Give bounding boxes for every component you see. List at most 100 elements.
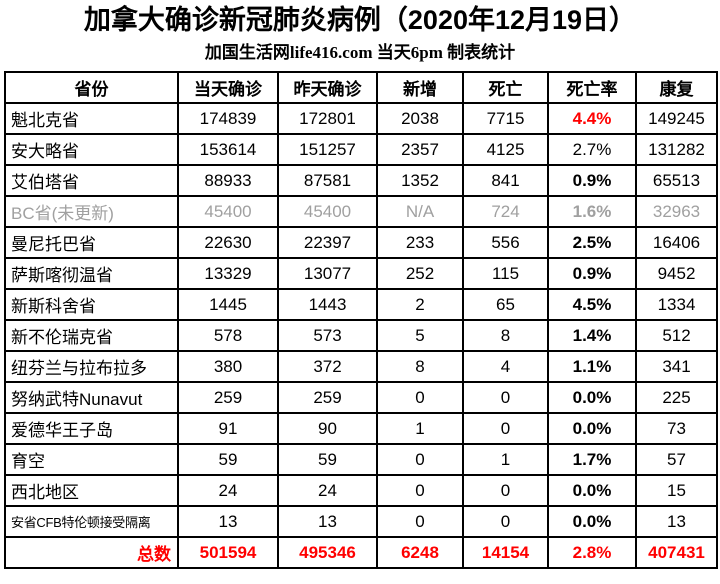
cell-value: 91 xyxy=(177,412,279,445)
column-header: 当天确诊 xyxy=(177,71,279,104)
cell-value: 73 xyxy=(635,412,718,445)
cell-value: 0 xyxy=(462,474,549,507)
cell-value: 252 xyxy=(376,257,464,290)
cell-value: 501594 xyxy=(177,536,279,569)
cell-value: 65 xyxy=(462,288,549,321)
cell-value: 0 xyxy=(376,443,464,476)
cell-value: 0 xyxy=(462,505,549,538)
cell-value: 1 xyxy=(462,443,549,476)
table-row: 安大略省 153614 151257 2357 4125 2.7% 131282 xyxy=(4,133,718,166)
cell-value: 0 xyxy=(462,412,549,445)
table-row: 纽芬兰与拉布拉多 380 372 8 4 1.1% 341 xyxy=(4,350,718,383)
cell-value: 65513 xyxy=(635,164,718,197)
cell-value: 15 xyxy=(635,474,718,507)
cell-value: 6248 xyxy=(376,536,464,569)
cell-value: 841 xyxy=(462,164,549,197)
cell-value: 0 xyxy=(462,381,549,414)
cell-value: 2 xyxy=(376,288,464,321)
cell-value: 14154 xyxy=(462,536,549,569)
cell-value: 0 xyxy=(376,474,464,507)
cell-value: 556 xyxy=(462,226,549,259)
cell-value: 24 xyxy=(277,474,378,507)
cell-value: 573 xyxy=(277,319,378,352)
cell-value: 88933 xyxy=(177,164,279,197)
cell-value: 512 xyxy=(635,319,718,352)
table-row: 西北地区 24 24 0 0 0.0% 15 xyxy=(4,474,718,507)
cell-value: 724 xyxy=(462,195,549,228)
cell-value: 8 xyxy=(462,319,549,352)
cell-value: 1443 xyxy=(277,288,378,321)
cell-value: 32963 xyxy=(635,195,718,228)
cell-province: 爱德华王子岛 xyxy=(4,412,179,445)
cell-value: 9452 xyxy=(635,257,718,290)
table-row: 育空 59 59 0 1 1.7% 57 xyxy=(4,443,718,476)
cell-value: 4 xyxy=(462,350,549,383)
cell-value: 1.1% xyxy=(547,350,637,383)
cell-value: 22630 xyxy=(177,226,279,259)
cell-value: 2.8% xyxy=(547,536,637,569)
table-row: 爱德华王子岛 91 90 1 0 0.0% 73 xyxy=(4,412,718,445)
cell-value: 4125 xyxy=(462,133,549,166)
table-row: BC省(未更新) 45400 45400 N/A 724 1.6% 32963 xyxy=(4,195,718,228)
cell-value: 0.9% xyxy=(547,164,637,197)
cell-value: 7715 xyxy=(462,102,549,135)
cell-value: 174839 xyxy=(177,102,279,135)
cell-value: 2038 xyxy=(376,102,464,135)
cell-province: 西北地区 xyxy=(4,474,179,507)
cell-province: 新不伦瑞克省 xyxy=(4,319,179,352)
cell-value: 90 xyxy=(277,412,378,445)
table-body: 魁北克省 174839 172801 2038 7715 4.4% 149245 安大略省 15… xyxy=(4,102,718,569)
cell-value: 259 xyxy=(277,381,378,414)
cell-value: 0.0% xyxy=(547,505,637,538)
table-row: 努纳武特Nunavut 259 259 0 0 0.0% 225 xyxy=(4,381,718,414)
cell-value: 16406 xyxy=(635,226,718,259)
cell-province: 萨斯喀彻温省 xyxy=(4,257,179,290)
cell-value: 4.5% xyxy=(547,288,637,321)
column-header: 死亡 xyxy=(462,71,549,104)
cell-value: 1352 xyxy=(376,164,464,197)
source-subtitle: 加国生活网life416.com 当天6pm 制表统计 xyxy=(204,43,516,62)
cell-value: 13 xyxy=(635,505,718,538)
cell-value: 13 xyxy=(277,505,378,538)
cell-value: 341 xyxy=(635,350,718,383)
cell-value: 1445 xyxy=(177,288,279,321)
table-row: 艾伯塔省 88933 87581 1352 841 0.9% 65513 xyxy=(4,164,718,197)
cell-value: 8 xyxy=(376,350,464,383)
cell-value: 13077 xyxy=(277,257,378,290)
column-header: 昨天确诊 xyxy=(277,71,378,104)
cell-value: 59 xyxy=(177,443,279,476)
cell-value: 259 xyxy=(177,381,279,414)
cell-value: 495346 xyxy=(277,536,378,569)
cell-value: 151257 xyxy=(277,133,378,166)
column-header: 死亡率 xyxy=(547,71,637,104)
table-head: 省份 当天确诊 昨天确诊 新增 死亡 死亡率 康复 xyxy=(4,71,718,104)
cell-value: 115 xyxy=(462,257,549,290)
cell-province: 新斯科舍省 xyxy=(4,288,179,321)
cell-value: 13329 xyxy=(177,257,279,290)
table-row: 曼尼托巴省 22630 22397 233 556 2.5% 16406 xyxy=(4,226,718,259)
cell-value: 1.4% xyxy=(547,319,637,352)
cell-value: 22397 xyxy=(277,226,378,259)
cell-value: 0.9% xyxy=(547,257,637,290)
table-row: 魁北克省 174839 172801 2038 7715 4.4% 149245 xyxy=(4,102,718,135)
cell-value: 0.0% xyxy=(547,412,637,445)
table-row: 安省CFB特伦顿接受隔离 13 13 0 0 0.0% 13 xyxy=(4,505,718,538)
cell-value: 2357 xyxy=(376,133,464,166)
cell-value: 59 xyxy=(277,443,378,476)
cell-value: 407431 xyxy=(635,536,718,569)
cell-province: 安大略省 xyxy=(4,133,179,166)
cell-value: 87581 xyxy=(277,164,378,197)
cases-table: 省份 当天确诊 昨天确诊 新增 死亡 死亡率 康复 魁北克省 174839 172801 2038… xyxy=(4,71,718,569)
cell-value: 233 xyxy=(376,226,464,259)
cell-value: 149245 xyxy=(635,102,718,135)
column-header: 省份 xyxy=(4,71,179,104)
cell-value: 24 xyxy=(177,474,279,507)
cell-value: 1334 xyxy=(635,288,718,321)
cell-value: 2.5% xyxy=(547,226,637,259)
cell-value: 2.7% xyxy=(547,133,637,166)
cell-value: N/A xyxy=(376,195,464,228)
cell-value: 0 xyxy=(376,381,464,414)
cell-value: 578 xyxy=(177,319,279,352)
cell-value: 1 xyxy=(376,412,464,445)
cell-total-label: 总数 xyxy=(4,536,179,569)
